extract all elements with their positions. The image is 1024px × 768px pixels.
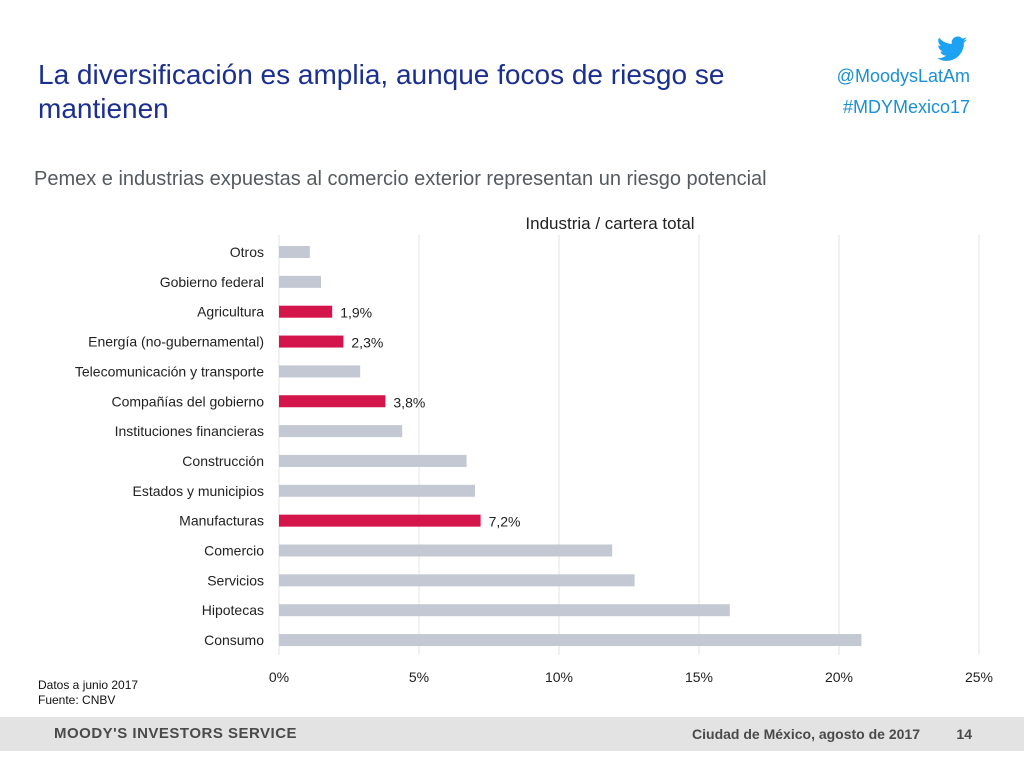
bar [279, 544, 613, 557]
twitter-bird-icon [937, 36, 967, 61]
bar [279, 514, 481, 527]
data-label: 1,9% [340, 305, 372, 321]
data-label: 3,8% [393, 394, 425, 410]
bar [279, 335, 344, 348]
bar [279, 305, 333, 318]
bar [279, 365, 361, 378]
x-tick-label: 25% [965, 669, 993, 685]
data-label: 7,2% [489, 514, 521, 530]
x-tick-label: 10% [545, 669, 573, 685]
category-label: Compañías del gobierno [111, 393, 264, 409]
bar [279, 454, 467, 467]
bar [279, 604, 730, 617]
category-label: Consumo [204, 632, 264, 648]
category-label: Comercio [204, 543, 264, 559]
note-date: Datos a junio 2017 [38, 678, 139, 692]
slide-title: La diversificación es amplia, aunque foc… [38, 59, 725, 124]
x-tick-label: 20% [825, 669, 853, 685]
category-label: Gobierno federal [160, 274, 264, 290]
category-label: Construcción [182, 453, 264, 469]
category-label: Servicios [207, 572, 264, 588]
bar [279, 484, 475, 497]
footer-bar: MOODY'S INVESTORS SERVICE Ciudad de Méxi… [0, 717, 1024, 751]
data-label: 2,3% [351, 335, 383, 351]
bar [279, 634, 862, 647]
slide-subtitle: Pemex e industrias expuestas al comercio… [34, 168, 767, 190]
x-tick-label: 0% [269, 669, 289, 685]
note-source: Fuente: CNBV [38, 693, 116, 707]
footer-place-date: Ciudad de México, agosto de 2017 [692, 726, 920, 742]
category-label: Manufacturas [179, 513, 264, 529]
category-label: Hipotecas [202, 602, 264, 618]
category-label: Instituciones financieras [115, 423, 264, 439]
x-tick-label: 5% [409, 669, 429, 685]
chart-title: Industria / cartera total [525, 214, 695, 233]
bar [279, 275, 321, 288]
bar [279, 425, 403, 438]
category-label: Telecomunicación y transporte [75, 363, 264, 379]
category-label: Energía (no-gubernamental) [88, 334, 264, 350]
bar [279, 246, 310, 258]
x-tick-label: 15% [685, 669, 713, 685]
twitter-handle[interactable]: @MoodysLatAm [836, 66, 970, 86]
category-label: Otros [230, 244, 264, 260]
bar [279, 574, 635, 587]
bar-chart: 0% 5% 10% 15% 20% 25% Otros Gobierno federal Agr… [75, 235, 993, 685]
category-label: Estados y municipios [132, 483, 264, 499]
bar [279, 395, 386, 408]
page-number: 14 [956, 726, 972, 742]
hashtag[interactable]: #MDYMexico17 [842, 97, 970, 117]
category-label: Agricultura [197, 304, 264, 320]
footer-brand: MOODY'S INVESTORS SERVICE [54, 725, 298, 742]
source-notes: Datos a junio 2017 Fuente: CNBV [38, 678, 138, 708]
